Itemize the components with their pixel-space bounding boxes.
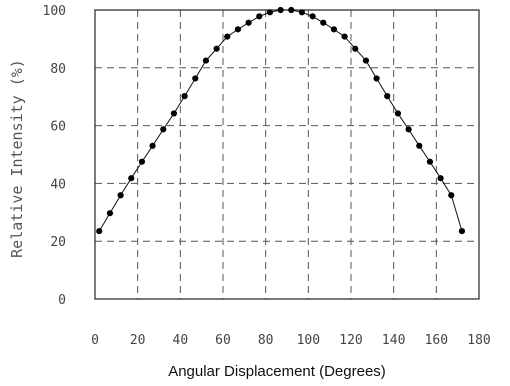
data-point — [352, 45, 359, 52]
data-point — [405, 126, 412, 133]
data-point — [416, 142, 423, 149]
series-line — [98, 9, 463, 232]
y-axis-title: Relative Intensity (%) — [8, 59, 26, 258]
data-point — [138, 158, 146, 165]
x-tick-label: 20 — [130, 333, 146, 348]
data-point — [245, 19, 252, 26]
data-point — [149, 142, 156, 149]
x-tick-label: 100 — [297, 333, 320, 348]
data-point — [181, 93, 188, 100]
data-point — [288, 6, 295, 14]
y-tick-label: 80 — [50, 62, 66, 77]
y-tick-label: 40 — [50, 177, 66, 192]
data-point — [202, 57, 210, 64]
data-point — [106, 210, 114, 217]
data-points — [96, 6, 466, 235]
data-point — [458, 227, 466, 235]
data-point — [256, 13, 263, 20]
data-point — [128, 175, 135, 182]
data-point — [394, 110, 402, 117]
x-tick-label: 0 — [91, 333, 99, 348]
y-tick-label: 60 — [50, 120, 66, 135]
data-point — [170, 110, 178, 117]
data-point — [266, 9, 274, 16]
data-point — [277, 6, 284, 14]
data-point — [96, 227, 103, 235]
data-point — [437, 175, 444, 182]
y-tick-label: 100 — [43, 4, 66, 19]
data-point — [384, 93, 391, 100]
data-point — [448, 192, 455, 199]
x-tick-label: 160 — [425, 333, 448, 348]
data-point — [320, 19, 327, 26]
x-tick-labels: 0 20 40 60 80 100 120 140 160 180 — [91, 333, 491, 348]
y-tick-label: 20 — [50, 235, 66, 250]
x-tick-label: 140 — [382, 333, 405, 348]
data-point — [192, 75, 199, 82]
x-tick-label: 40 — [173, 333, 189, 348]
x-tick-label: 180 — [467, 333, 490, 348]
x-tick-label: 120 — [339, 333, 362, 348]
data-point — [298, 9, 306, 16]
data-point — [213, 45, 220, 52]
data-point — [426, 158, 434, 165]
x-tick-label: 60 — [215, 333, 231, 348]
data-point — [309, 13, 316, 20]
y-tick-labels: 0 20 40 60 80 100 — [43, 4, 66, 308]
data-point — [234, 26, 242, 33]
plot-frame — [94, 9, 480, 300]
x-tick-label: 80 — [258, 333, 274, 348]
data-point — [330, 26, 338, 33]
data-point — [117, 192, 124, 199]
data-point — [224, 33, 231, 40]
data-point — [362, 57, 370, 64]
grid — [95, 10, 479, 299]
data-point — [160, 126, 167, 133]
x-axis-title: Angular Displacement (Degrees) — [168, 363, 386, 380]
y-tick-label: 0 — [58, 293, 66, 308]
data-point — [373, 75, 380, 82]
data-point — [341, 33, 348, 40]
